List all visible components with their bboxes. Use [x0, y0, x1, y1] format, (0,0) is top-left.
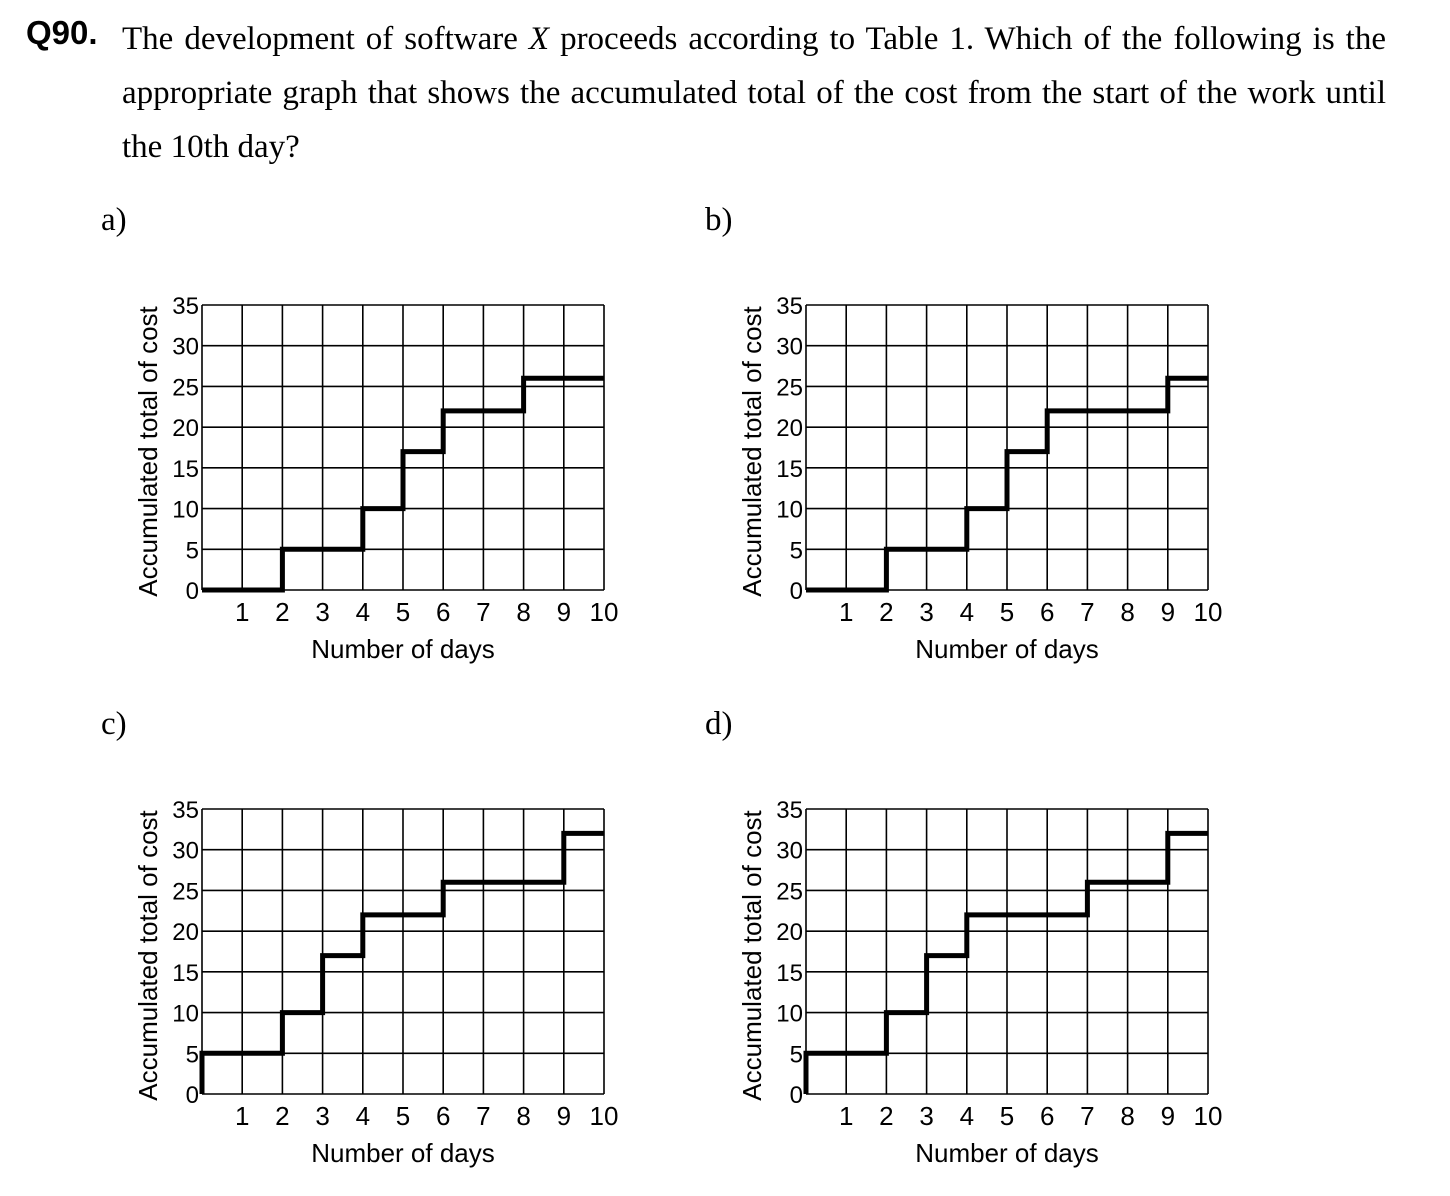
- x-tick-label: 9: [1161, 597, 1175, 627]
- x-tick-label: 7: [1080, 1101, 1094, 1131]
- y-tick-label: 35: [776, 293, 803, 320]
- option-c-label[interactable]: c): [101, 706, 127, 742]
- y-axis-label: Accumulated total of cost: [133, 809, 163, 1100]
- y-tick-label: 5: [790, 537, 803, 564]
- x-tick-label: 8: [1120, 597, 1134, 627]
- x-tick-label: 4: [356, 1101, 370, 1131]
- y-tick-label: 25: [776, 374, 803, 401]
- y-tick-label: 10: [172, 1001, 199, 1028]
- y-tick-label: 35: [172, 293, 199, 320]
- y-tick-label: 25: [172, 878, 199, 905]
- x-tick-label: 9: [557, 1101, 571, 1131]
- x-tick-label: 2: [275, 1101, 289, 1131]
- x-tick-label: 5: [1000, 597, 1014, 627]
- x-tick-label: 1: [839, 597, 853, 627]
- y-tick-label: 10: [776, 1001, 803, 1028]
- cost-step-line-b: [806, 375, 1208, 593]
- y-tick-label: 0: [186, 578, 199, 605]
- software-variable: X: [528, 21, 550, 57]
- y-tick-label: 25: [172, 374, 199, 401]
- y-tick-label: 20: [776, 415, 803, 442]
- question-text-start: The development of software: [122, 21, 529, 57]
- x-tick-label: 3: [315, 1101, 329, 1131]
- y-tick-label: 15: [172, 960, 199, 987]
- x-tick-label: 8: [516, 1101, 530, 1131]
- x-axis-label: Number of days: [311, 634, 495, 664]
- x-tick-label: 10: [1194, 597, 1223, 627]
- x-tick-label: 10: [590, 597, 619, 627]
- y-tick-label: 25: [776, 878, 803, 905]
- option-d-label[interactable]: d): [705, 706, 733, 742]
- x-tick-label: 8: [1120, 1101, 1134, 1131]
- x-tick-label: 9: [557, 597, 571, 627]
- x-tick-label: 1: [235, 1101, 249, 1131]
- option-b-label[interactable]: b): [705, 202, 733, 238]
- x-tick-label: 5: [396, 1101, 410, 1131]
- y-axis-label: Accumulated total of cost: [133, 305, 163, 596]
- x-tick-label: 9: [1161, 1101, 1175, 1131]
- x-tick-label: 10: [1194, 1101, 1223, 1131]
- y-tick-label: 30: [172, 334, 199, 361]
- x-tick-label: 2: [879, 597, 893, 627]
- x-tick-label: 3: [919, 597, 933, 627]
- x-tick-label: 6: [436, 1101, 450, 1131]
- y-tick-label: 20: [172, 919, 199, 946]
- question-text: The development of software X proceeds a…: [122, 12, 1386, 174]
- x-tick-label: 6: [1040, 597, 1054, 627]
- x-tick-label: 2: [275, 597, 289, 627]
- y-axis-label: Accumulated total of cost: [737, 809, 767, 1100]
- y-tick-label: 15: [776, 456, 803, 483]
- cost-step-line-a: [202, 375, 604, 593]
- x-tick-label: 6: [436, 597, 450, 627]
- x-tick-label: 1: [839, 1101, 853, 1131]
- y-tick-label: 15: [172, 456, 199, 483]
- x-tick-label: 1: [235, 597, 249, 627]
- x-tick-label: 7: [476, 597, 490, 627]
- x-tick-label: 4: [960, 597, 974, 627]
- x-tick-label: 4: [960, 1101, 974, 1131]
- option-a-label[interactable]: a): [101, 202, 127, 238]
- y-tick-label: 15: [776, 960, 803, 987]
- x-tick-label: 3: [315, 597, 329, 627]
- x-tick-label: 6: [1040, 1101, 1054, 1131]
- y-tick-label: 30: [776, 334, 803, 361]
- x-axis-label: Number of days: [915, 634, 1099, 664]
- y-tick-label: 20: [776, 919, 803, 946]
- x-tick-label: 4: [356, 597, 370, 627]
- cost-step-line-c: [199, 830, 604, 1094]
- y-tick-label: 20: [172, 415, 199, 442]
- x-tick-label: 2: [879, 1101, 893, 1131]
- x-tick-label: 5: [1000, 1101, 1014, 1131]
- question-number: Q90.: [26, 14, 98, 51]
- y-tick-label: 0: [790, 1082, 803, 1109]
- y-tick-label: 0: [790, 578, 803, 605]
- cost-step-line-d: [803, 830, 1208, 1094]
- x-tick-label: 7: [1080, 597, 1094, 627]
- y-tick-label: 5: [186, 537, 199, 564]
- x-axis-label: Number of days: [915, 1138, 1099, 1168]
- y-tick-label: 10: [172, 497, 199, 524]
- x-tick-label: 3: [919, 1101, 933, 1131]
- question-text-end: proceeds according to Table 1. Which of …: [122, 21, 1386, 165]
- x-tick-label: 10: [590, 1101, 619, 1131]
- y-tick-label: 35: [172, 797, 199, 824]
- y-tick-label: 10: [776, 497, 803, 524]
- y-axis-label: Accumulated total of cost: [737, 305, 767, 596]
- y-tick-label: 5: [186, 1041, 199, 1068]
- y-tick-label: 35: [776, 797, 803, 824]
- y-tick-label: 30: [776, 838, 803, 865]
- x-axis-label: Number of days: [311, 1138, 495, 1168]
- x-tick-label: 5: [396, 597, 410, 627]
- y-tick-label: 0: [186, 1082, 199, 1109]
- y-tick-label: 30: [172, 838, 199, 865]
- x-tick-label: 7: [476, 1101, 490, 1131]
- y-tick-label: 5: [790, 1041, 803, 1068]
- x-tick-label: 8: [516, 597, 530, 627]
